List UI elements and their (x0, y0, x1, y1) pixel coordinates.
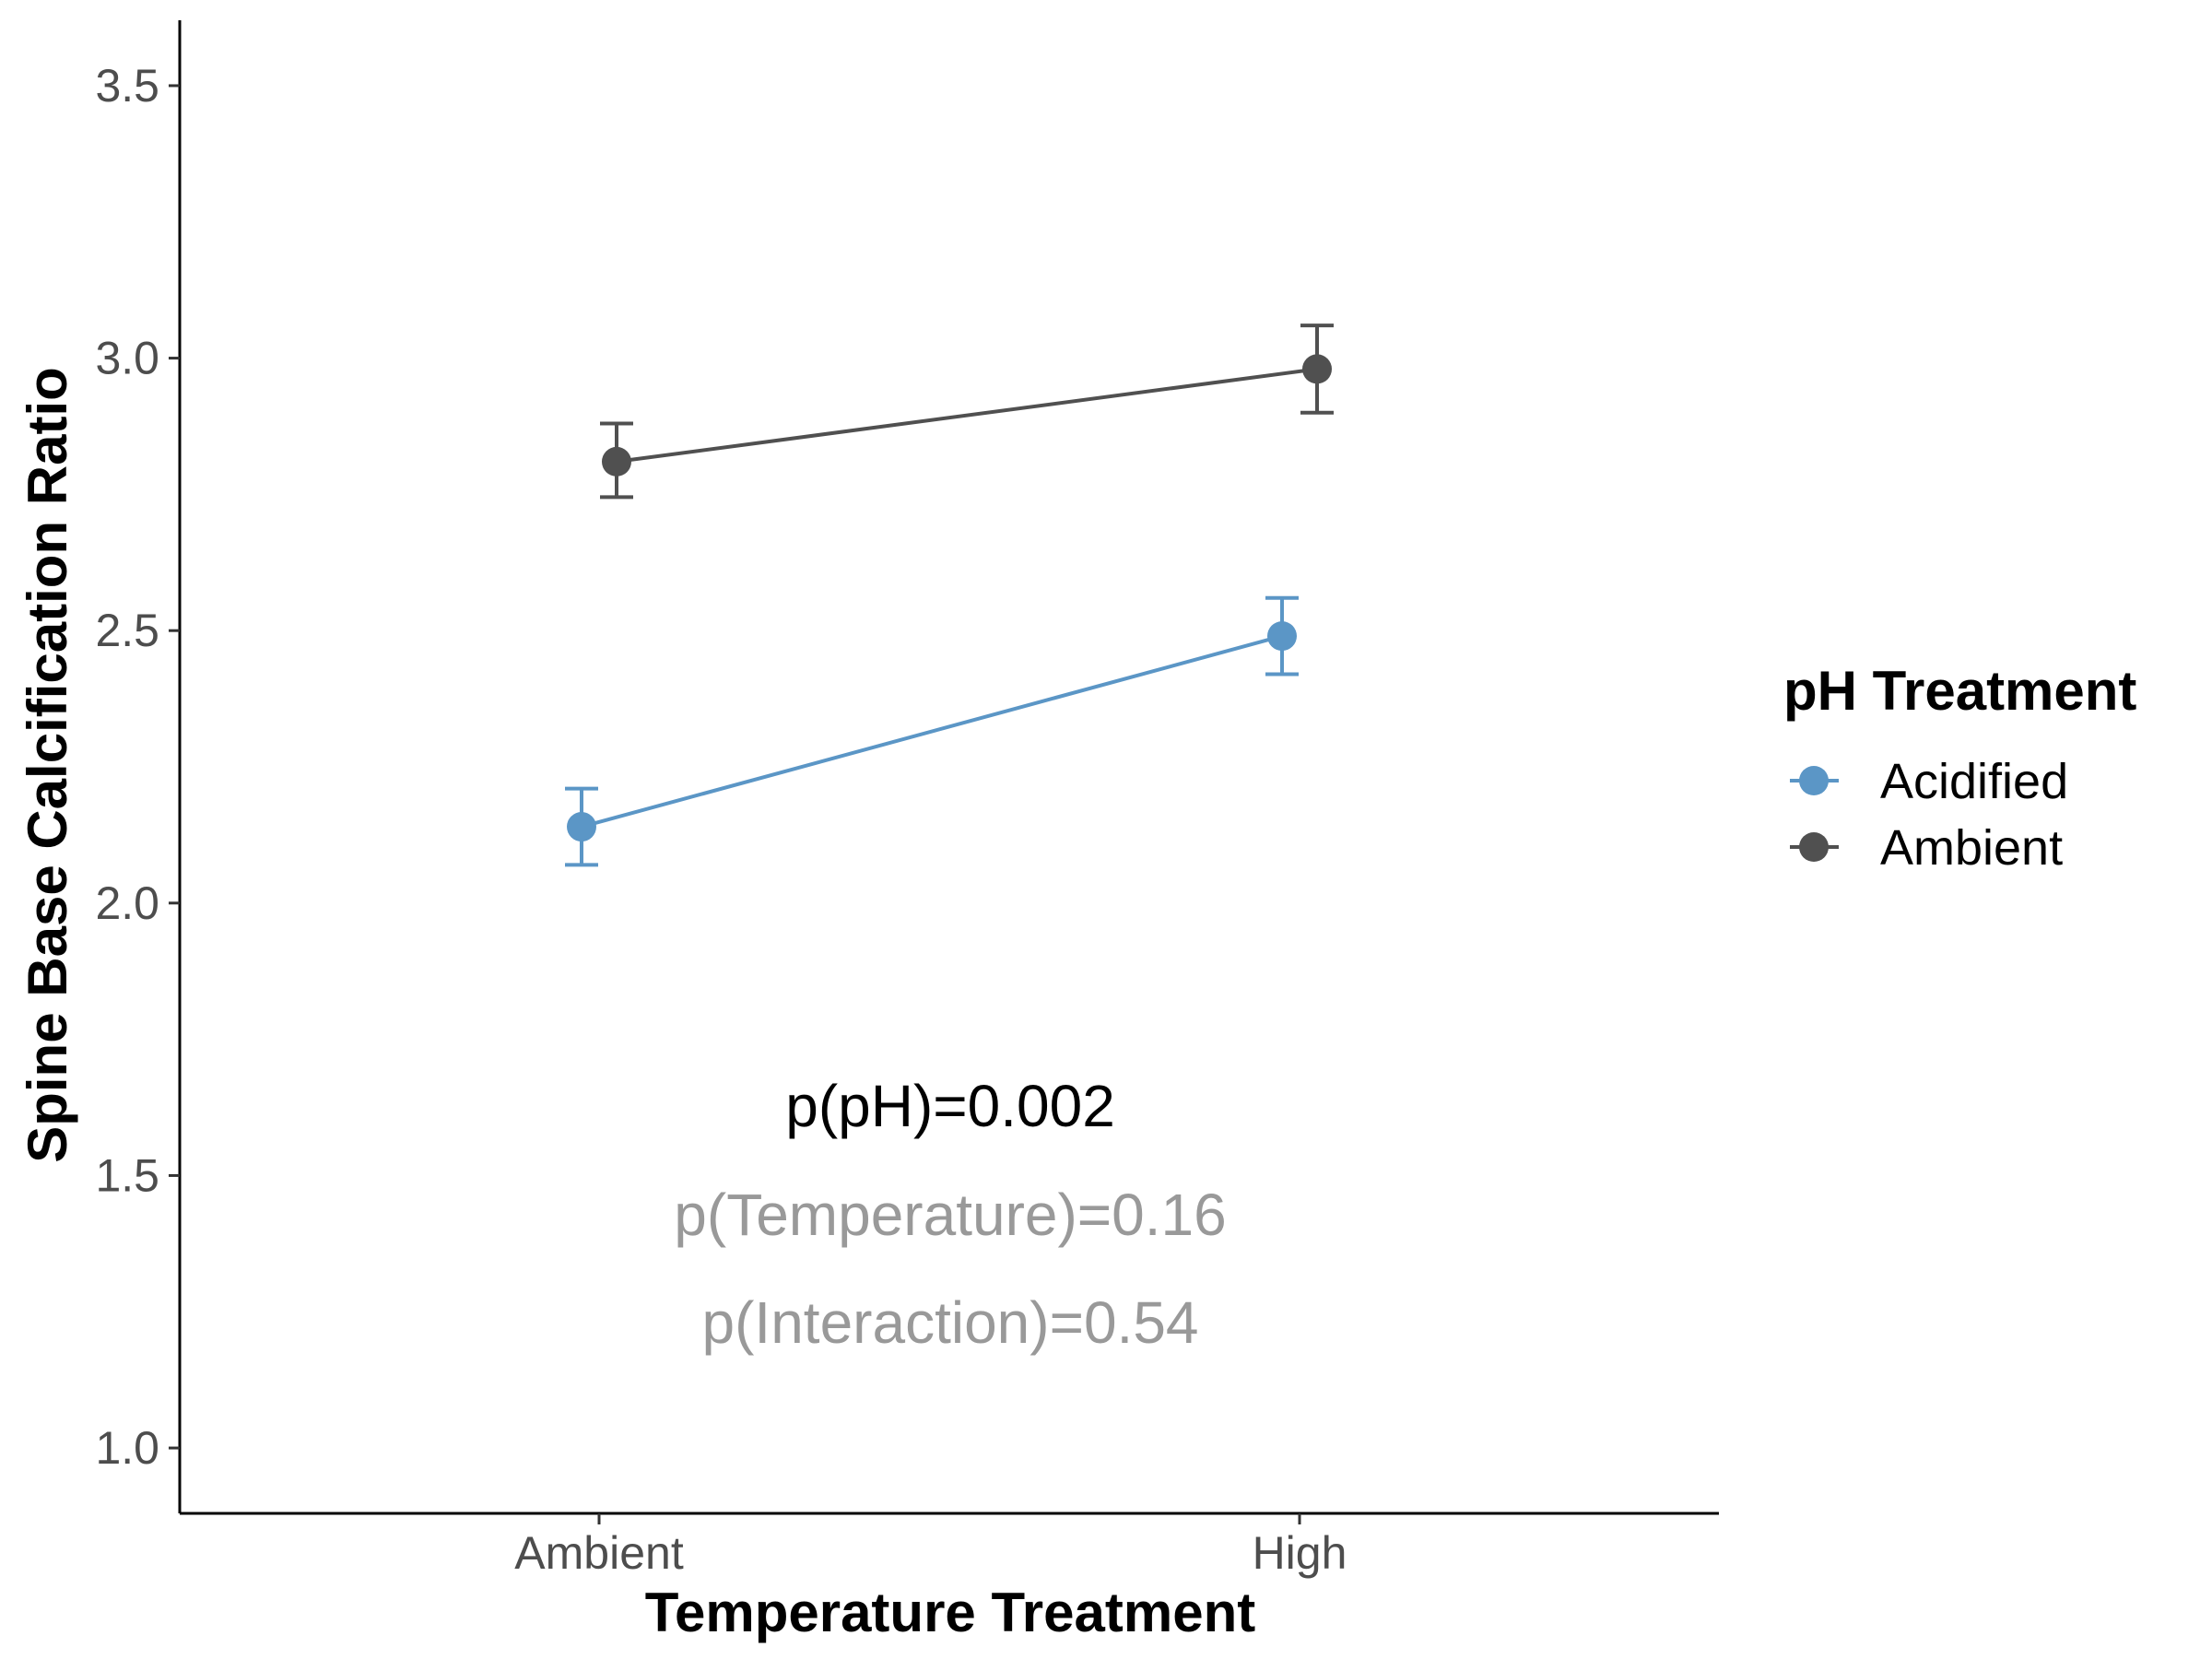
y-tick-label: 2.5 (95, 605, 159, 656)
legend-label: Acidified (1880, 754, 2068, 809)
series-ambient (600, 324, 1334, 500)
series-line (616, 367, 1318, 464)
data-point (567, 812, 596, 842)
p-value-annotation: p(Temperature)=0.16 (674, 1182, 1226, 1248)
y-tick-label: 3.0 (95, 333, 159, 384)
data-point (1267, 621, 1297, 652)
legend-key-acidified (1790, 766, 1839, 795)
p-value-annotation: p(Interaction)=0.54 (702, 1289, 1199, 1356)
x-tick-label: High (1253, 1527, 1347, 1579)
legend-key-point (1799, 832, 1829, 862)
series-acidified (565, 595, 1299, 867)
series-layer (565, 324, 1334, 867)
legend-label: Ambient (1880, 820, 2063, 876)
y-tick-label: 3.5 (95, 60, 159, 112)
legend-key-ambient (1790, 832, 1839, 862)
data-point (1302, 354, 1332, 384)
y-tick-label: 2.0 (95, 877, 159, 929)
data-point (602, 446, 631, 477)
p-value-annotation: p(pH)=0.002 (785, 1073, 1115, 1139)
axes: 1.0 1.5 2.0 2.5 3.0 3.5 Ambient High (95, 20, 1719, 1579)
legend-title: pH Treatment (1783, 660, 2136, 722)
legend-key-point (1799, 766, 1829, 795)
legend: pH Treatment Acidified Ambient (1783, 660, 2136, 876)
x-axis-title: Temperature Treatment (645, 1582, 1255, 1643)
y-axis-title: Spine Base Calcification Ratio (17, 367, 78, 1163)
series-line (581, 634, 1283, 829)
p-value-annotations: p(pH)=0.002 p(Temperature)=0.16 p(Interact… (674, 1073, 1226, 1356)
y-tick-label: 1.5 (95, 1149, 159, 1201)
y-tick-label: 1.0 (95, 1422, 159, 1474)
x-tick-label: Ambient (514, 1527, 684, 1579)
